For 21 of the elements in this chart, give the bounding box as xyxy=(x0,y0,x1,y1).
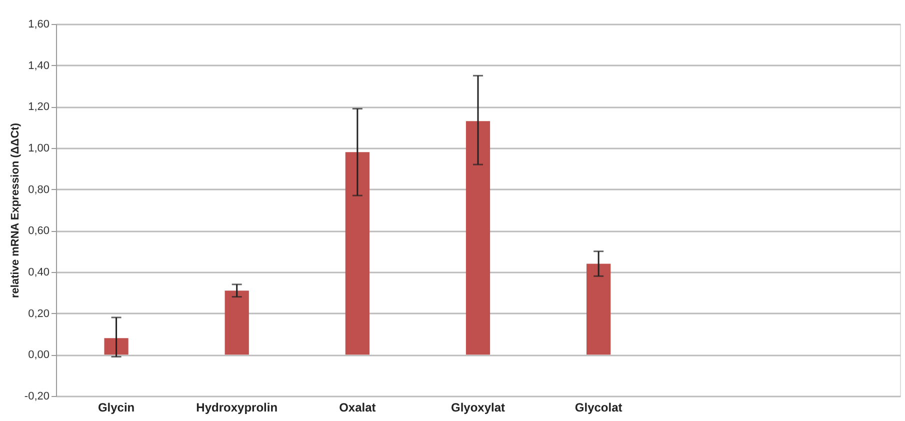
y-tick-label: -0,20 xyxy=(24,390,50,402)
bar xyxy=(466,121,490,355)
y-tick-label: 1,60 xyxy=(28,18,50,30)
x-tick-label: Glyoxylat xyxy=(450,400,506,414)
x-tick-label: Oxalat xyxy=(339,400,376,414)
y-tick-label: 0,40 xyxy=(28,266,50,278)
y-tick-label: 0,00 xyxy=(28,349,50,362)
y-axis-title: relative mRNA Expression (ΔΔCt) xyxy=(9,122,22,298)
y-tick-label: 1,00 xyxy=(28,142,50,154)
bar xyxy=(586,264,611,355)
x-tick-label: Glycin xyxy=(98,400,135,414)
y-tick-label: 0,80 xyxy=(28,184,50,196)
bar xyxy=(345,152,370,355)
bar xyxy=(104,338,128,355)
x-tick-label: Hydroxyprolin xyxy=(196,400,278,414)
y-tick-label: 1,20 xyxy=(28,101,50,114)
bar xyxy=(224,290,249,355)
y-tick-label: 1,40 xyxy=(28,60,50,72)
x-tick-label: Glycolat xyxy=(574,400,622,414)
y-tick-label: 0,20 xyxy=(28,308,50,320)
y-tick-label: 0,60 xyxy=(28,225,50,238)
